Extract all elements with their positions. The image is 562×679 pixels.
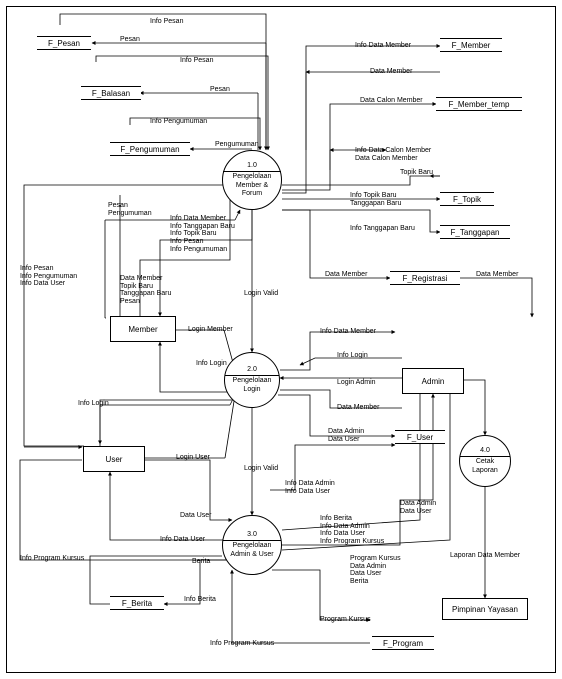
edge-label: PesanPengumuman	[108, 202, 152, 217]
store-f_program: F_Program	[372, 636, 434, 650]
edge-label: Info Program Kursus	[20, 555, 84, 563]
edge-label: Info Pesan	[180, 57, 213, 65]
edge-label: Program KursusData AdminData UserBerita	[350, 555, 401, 586]
edge-label: Data User	[180, 512, 212, 520]
edge-label: Pesan	[210, 86, 230, 94]
edge-label: Login Member	[188, 326, 233, 334]
edge-label: Laporan Data Member	[450, 552, 520, 560]
edge-label: Info Program Kursus	[210, 640, 274, 648]
store-f_registrasi: F_Registrasi	[390, 271, 460, 285]
edge-label: Info Data Member	[355, 42, 411, 50]
store-f_tanggapan: F_Tanggapan	[440, 225, 510, 239]
edge-label: Berita	[192, 558, 210, 566]
entity-user: User	[83, 446, 145, 472]
edge-label: Login Valid	[244, 465, 278, 473]
store-f_berita: F_Berita	[110, 596, 164, 610]
entity-member: Member	[110, 316, 176, 342]
edge-label: Info BeritaInfo Data AdminInfo Data User…	[320, 515, 384, 546]
store-f_pengumuman: F_Pengumuman	[110, 142, 190, 156]
edge-label: Info Berita	[184, 596, 216, 604]
edge-label: Data MemberTopik BaruTanggapan BaruPesan	[120, 275, 171, 306]
edge-label: Info Login	[196, 360, 227, 368]
edge-label: Info Tanggapan Baru	[350, 225, 415, 233]
edge-label: Data Member	[325, 271, 367, 279]
store-f_topik: F_Topik	[440, 192, 494, 206]
edge-label: Info Topik BaruTanggapan Baru	[350, 192, 401, 207]
edge-label: Info Data MemberInfo Tanggapan BaruInfo …	[170, 215, 235, 253]
entity-pimpinan: Pimpinan Yayasan	[442, 598, 528, 620]
edge-label: Info Data Member	[320, 328, 376, 336]
process-2.0: 2.0PengelolaanLogin	[224, 352, 280, 408]
edge-label: Login User	[176, 454, 210, 462]
edge-label: Program Kursus	[320, 616, 371, 624]
store-f_member: F_Member	[440, 38, 502, 52]
edge-label: Info Login	[78, 400, 109, 408]
process-3.0: 3.0PengelolaanAdmin & User	[222, 515, 282, 575]
edge-label: Info Pesan	[150, 18, 183, 26]
store-f_balasan: F_Balasan	[81, 86, 141, 100]
edge-label: Info PesanInfo PengumumanInfo Data User	[20, 265, 77, 288]
process-4.0: 4.0CetakLaporan	[459, 435, 511, 487]
edge-label: Login Admin	[337, 379, 376, 387]
edge-label: Pengumuman	[215, 141, 259, 149]
edge-label: Data Calon Member	[360, 97, 423, 105]
edge-label: Topik Baru	[400, 169, 433, 177]
edge-label: Login Valid	[244, 290, 278, 298]
store-f_pesan: F_Pesan	[37, 36, 91, 50]
edge-label: Data Member	[370, 68, 412, 76]
edge-label: Data AdminData User	[328, 428, 364, 443]
edge-label: Info Data User	[160, 536, 205, 544]
edge-label: Data Member	[337, 404, 379, 412]
edge-label: Data Member	[476, 271, 518, 279]
edge-label: Pesan	[120, 36, 140, 44]
edge-label: Info Data Calon MemberData Calon Member	[355, 147, 431, 162]
edge-label: Info Login	[337, 352, 368, 360]
store-f_user: F_User	[395, 430, 445, 444]
entity-admin: Admin	[402, 368, 464, 394]
edge-label: Info Pengumuman	[150, 118, 207, 126]
edge-label: Data AdminData User	[400, 500, 436, 515]
edge-label: Info Data AdminInfo Data User	[285, 480, 335, 495]
store-f_member_temp: F_Member_temp	[436, 97, 522, 111]
process-1.0: 1.0PengelolaanMember &Forum	[222, 150, 282, 210]
